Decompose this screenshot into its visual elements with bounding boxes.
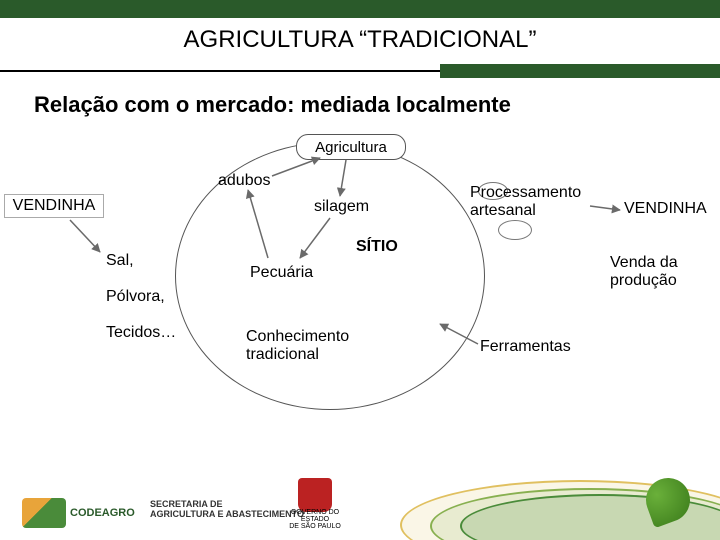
label-conhecimento: Conhecimento tradicional	[246, 328, 349, 364]
label-sitio: SÍTIO	[356, 238, 398, 256]
governo-text: GOVERNO DO ESTADO DE SÃO PAULO	[280, 509, 350, 530]
label-adubos: adubos	[218, 172, 271, 190]
logo-codeagro: CODEAGRO	[22, 498, 135, 528]
page-subtitle: Relação com o mercado: mediada localment…	[34, 92, 720, 118]
label-silagem: silagem	[314, 198, 369, 216]
page-title: AGRICULTURA “TRADICIONAL”	[0, 26, 720, 54]
top-green-bar	[0, 0, 720, 18]
label-sal: Sal,	[106, 252, 134, 270]
sp-shield-icon	[298, 478, 332, 512]
label-venda: Venda da produção	[610, 254, 678, 290]
label-vendinha-right: VENDINHA	[624, 200, 707, 218]
label-polvora: Pólvora,	[106, 288, 165, 306]
node-agricultura: Agricultura	[296, 134, 406, 160]
title-underline	[0, 64, 720, 78]
deco-circle-2	[498, 220, 532, 240]
diagram-area: Agricultura adubos silagem SÍTIO Pecuári…	[0, 124, 720, 424]
footer: CODEAGRO SECRETARIA DE AGRICULTURA E ABA…	[0, 470, 720, 540]
logo-leaf	[642, 478, 696, 526]
label-pecuaria: Pecuária	[250, 264, 313, 282]
label-ferramentas: Ferramentas	[480, 338, 571, 356]
label-processamento: Processamento artesanal	[470, 184, 581, 220]
label-tecidos: Tecidos…	[106, 324, 176, 342]
label-vendinha-left: VENDINHA	[4, 194, 104, 218]
